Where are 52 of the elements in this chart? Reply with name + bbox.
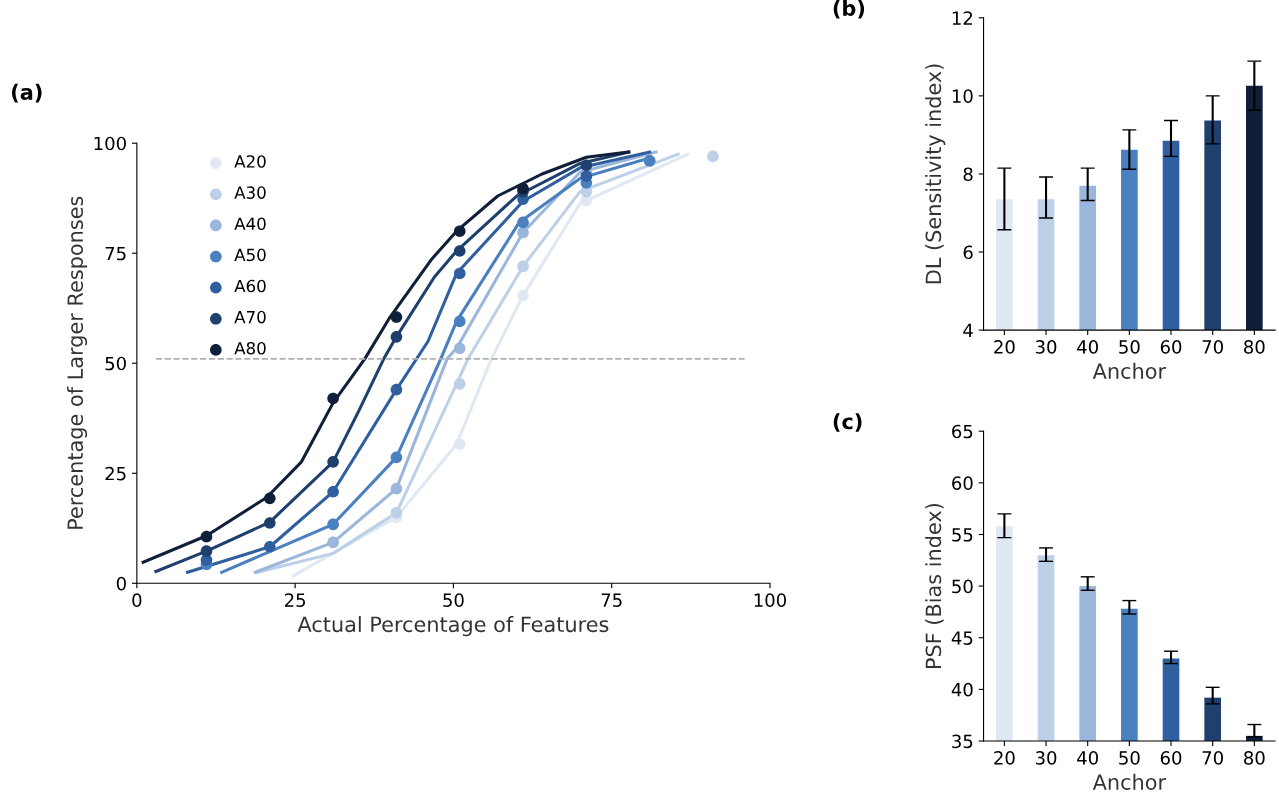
y-tick-label: 25 [105,466,126,481]
legend-label: A20 [234,155,266,168]
y-tick-label: 10 [952,89,973,103]
x-tick-label: 50 [1119,751,1140,765]
x-tick-label: 0 [132,593,142,607]
x-tick-label: 30 [1035,340,1057,354]
x-tick-label: 20 [994,751,1015,765]
y-tick-label: 40 [951,682,973,697]
y-tick-label: 100 [94,136,126,151]
legend-label: A60 [234,279,266,293]
x-axis-title: Anchor [1092,362,1167,379]
y-tick-label: 55 [952,528,973,542]
y-tick-label: 0 [116,576,126,591]
x-tick-label: 70 [1202,751,1223,765]
x-tick-label: 20 [994,340,1015,354]
legend-label: A30 [234,186,266,199]
legend-label: A80 [234,341,266,355]
y-tick-label: 60 [952,476,973,490]
x-tick-label: 80 [1244,751,1265,765]
x-tick-label: 75 [601,593,622,607]
x-tick-label: 60 [1160,751,1182,765]
x-tick-label: 40 [1077,340,1098,354]
y-tick-label: 8 [963,167,973,182]
x-tick-label: 50 [443,593,464,607]
legend-label: A40 [234,217,266,231]
x-tick-label: 30 [1035,751,1057,765]
x-tick-label: 40 [1077,751,1098,765]
y-tick-label: 4 [963,323,973,337]
y-axis-title: PSF (Bias index) [925,503,944,669]
chart-title: (b) [833,0,865,19]
x-tick-label: 70 [1202,340,1223,354]
y-tick-label: 75 [105,246,126,261]
y-tick-label: 65 [952,424,973,439]
legend-label: A50 [234,248,266,262]
x-tick-label: 60 [1160,340,1182,354]
x-tick-label: 100 [754,593,786,607]
y-axis-title: Percentage of Larger Responses [66,196,88,529]
x-axis-title: Anchor [1092,773,1167,790]
y-tick-label: 6 [963,245,973,260]
y-tick-label: 50 [952,579,973,594]
y-tick-label: 35 [952,734,973,749]
legend-label: A70 [234,310,266,324]
x-tick-label: 25 [284,593,306,607]
chart-title: (c) [833,413,862,432]
chart-title: (a) [12,83,42,103]
x-axis-title: Actual Percentage of Features [297,616,609,637]
y-tick-label: 12 [952,11,973,25]
x-tick-label: 50 [1119,340,1140,354]
x-tick-label: 80 [1244,340,1265,354]
y-tick-label: 50 [105,356,126,371]
y-tick-label: 45 [951,631,973,645]
y-axis-title: DL (Sensitivity index) [925,64,946,284]
